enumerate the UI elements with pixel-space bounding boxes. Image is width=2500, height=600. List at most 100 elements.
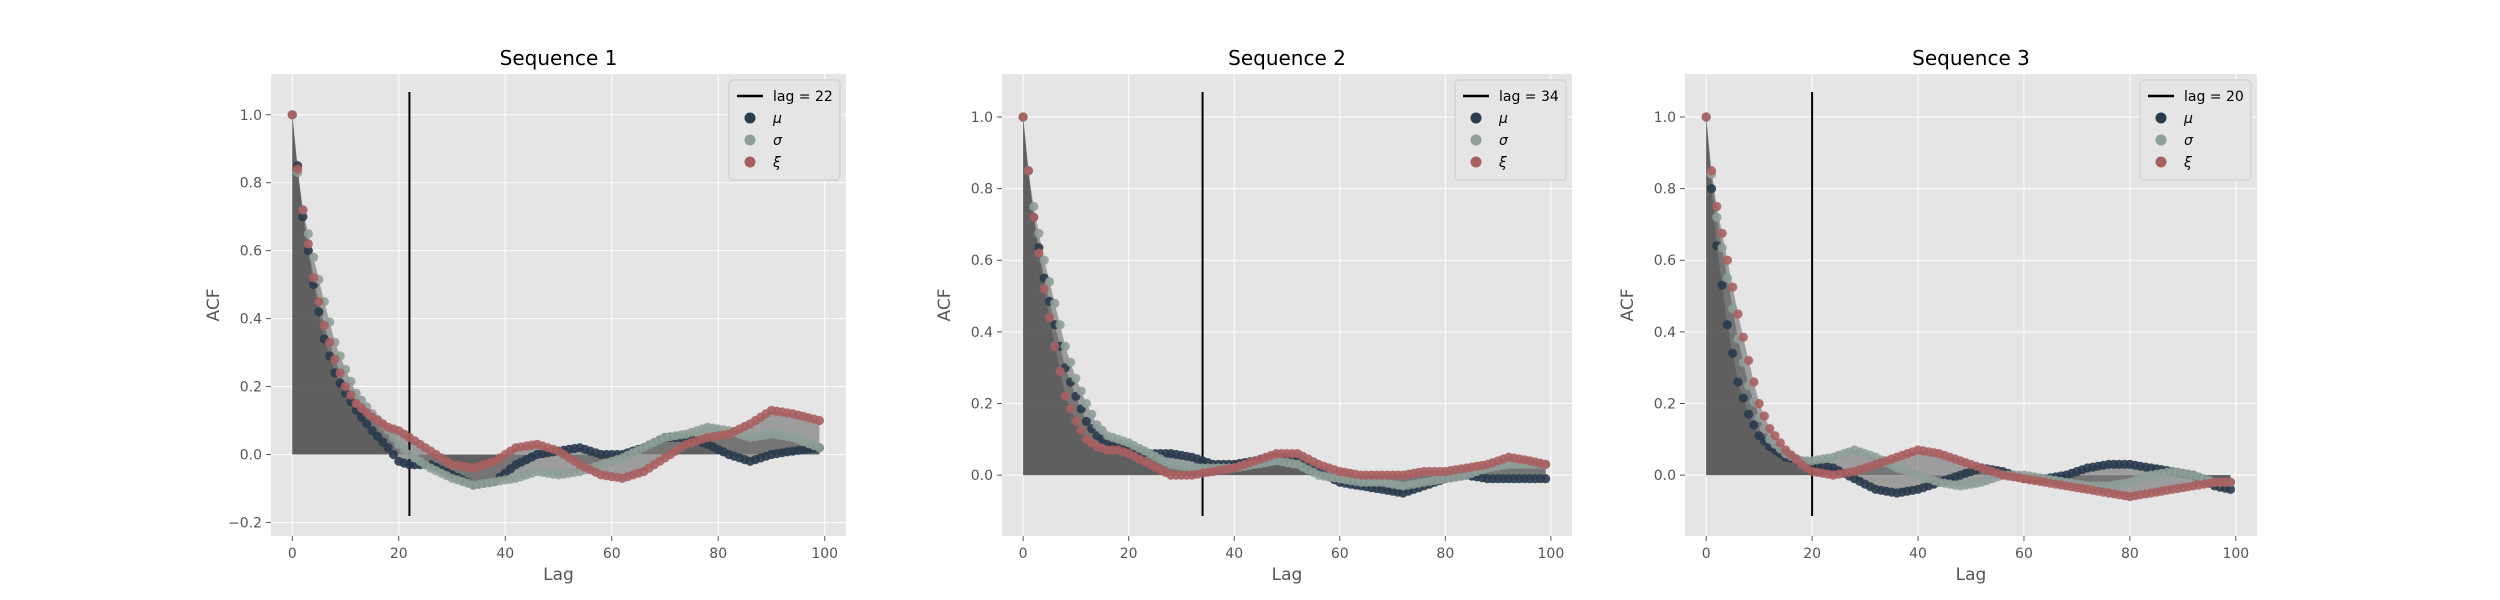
legend-marker-1 [744, 112, 756, 124]
legend-label-3: ξ [1498, 155, 1507, 171]
data-point [309, 252, 319, 262]
x-tick-label: 80 [709, 546, 727, 562]
x-tick-label: 0 [288, 546, 297, 562]
legend-label-1: μ [772, 111, 782, 127]
legend-box [1454, 79, 1567, 181]
data-point [314, 307, 324, 317]
data-point [1081, 398, 1091, 409]
data-point [298, 205, 308, 215]
series-3-points [1701, 112, 2236, 502]
acf-fill-3 [292, 114, 820, 479]
data-point [1023, 166, 1033, 176]
x-tick-label: 80 [1436, 546, 1454, 562]
y-tick-label: 0.0 [1654, 468, 1676, 484]
data-point [1744, 409, 1754, 419]
x-tick-label: 60 [1331, 546, 1349, 562]
data-point [1717, 228, 1727, 238]
data-point [1044, 312, 1055, 323]
x-tick-label: 20 [1120, 546, 1138, 562]
acf-fill-1 [1706, 117, 2231, 493]
x-tick-label: 100 [1538, 546, 1565, 562]
y-tick-label: 0.0 [240, 447, 262, 463]
data-point [1749, 420, 1759, 430]
data-point [303, 246, 313, 256]
x-tick-label: 0 [1702, 546, 1711, 562]
legend-marker-3 [744, 156, 756, 168]
x-tick-label: 60 [603, 546, 621, 562]
legend-label-3: ξ [772, 155, 781, 171]
y-tick-label: 0.8 [971, 182, 993, 198]
data-point [1050, 341, 1060, 351]
acf-fill-2 [1706, 117, 2231, 486]
legend-label-vline: lag = 20 [2184, 89, 2244, 105]
data-point [1087, 409, 1097, 419]
acf-fill-3 [1706, 117, 2231, 497]
legend-label-2: σ [773, 133, 783, 149]
acf-fill-1 [1023, 117, 1546, 493]
data-point [1754, 398, 1764, 409]
y-tick-label: 0.6 [1654, 253, 1676, 269]
panel-3: 0 20 40 60 80 100 0.0 0.2 0.4 0.6 0.8 1.0 Sequence 3… [1618, 46, 2257, 585]
y-axis-label: ACF [935, 289, 955, 322]
data-point [388, 432, 399, 443]
data-point [1044, 277, 1055, 287]
data-point [1541, 474, 1551, 484]
legend-label-2: σ [2184, 133, 2194, 149]
y-tick-label: 0.6 [240, 244, 262, 260]
x-tick-label: 100 [2222, 546, 2249, 562]
x-tick-label: 40 [1909, 546, 1927, 562]
x-axis-label: Lag [543, 565, 574, 585]
data-point [1018, 112, 1028, 122]
legend-label-vline: lag = 34 [1499, 89, 1559, 105]
data-point [388, 449, 399, 460]
legend-label-1: μ [1498, 111, 1508, 127]
chart-title: Sequence 3 [1912, 46, 2030, 70]
data-point [1541, 459, 1551, 469]
data-point [1722, 273, 1732, 283]
data-point [814, 443, 825, 453]
data-point [1076, 386, 1086, 396]
data-point [1039, 255, 1049, 265]
legend-label-2: σ [1499, 133, 1509, 149]
legend-box [2139, 79, 2252, 181]
data-point [1728, 282, 1738, 292]
y-tick-label: 1.0 [240, 108, 262, 124]
data-point [309, 273, 319, 283]
data-point [335, 368, 345, 378]
data-point [383, 443, 393, 453]
data-point [330, 354, 340, 364]
series-3-points [1018, 112, 1551, 480]
data-point [1039, 284, 1049, 294]
legend-label-3: ξ [2183, 155, 2192, 171]
data-point [2225, 477, 2236, 487]
data-point [1749, 377, 1759, 387]
y-tick-label: 1.0 [1654, 110, 1676, 126]
data-point [1076, 425, 1086, 435]
acf-fill-2 [292, 114, 820, 486]
y-tick-label: 0.8 [1654, 182, 1676, 198]
y-tick-label: 0.4 [1654, 325, 1676, 341]
data-point [1050, 298, 1060, 308]
chart-title: Sequence 1 [500, 46, 618, 70]
data-point [2225, 484, 2236, 494]
legend: lag = 22 μσξ [728, 79, 841, 181]
data-point [1759, 411, 1769, 421]
legend-marker-2 [1470, 134, 1482, 146]
x-tick-label: 20 [390, 546, 408, 562]
y-tick-label: 0.2 [240, 380, 262, 396]
data-point [1071, 416, 1081, 426]
data-point [340, 381, 351, 392]
series-2-points [287, 110, 825, 490]
y-tick-label: 0.6 [971, 253, 993, 269]
data-point [1055, 320, 1065, 330]
data-point [1770, 431, 1780, 441]
data-point [303, 239, 313, 249]
data-point [1029, 201, 1039, 212]
data-point [325, 337, 335, 347]
chart-title: Sequence 2 [1228, 46, 1346, 70]
acf-fill-3 [1023, 117, 1546, 476]
data-point [303, 229, 313, 239]
legend-box [728, 79, 841, 181]
data-point [1712, 212, 1722, 222]
data-point [1738, 393, 1748, 403]
